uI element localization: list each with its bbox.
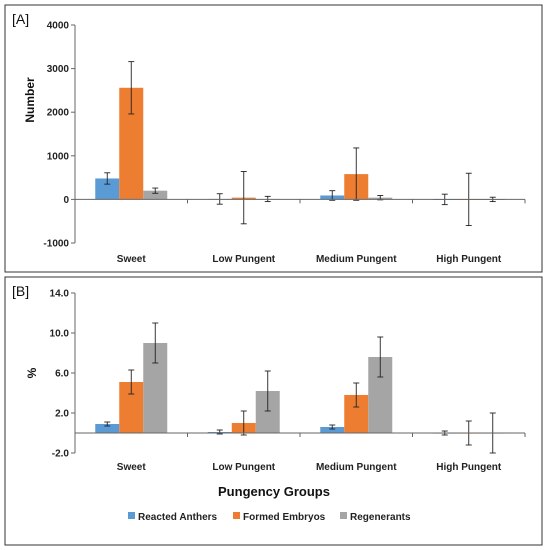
y-tick-label: 10.0 bbox=[50, 329, 70, 340]
x-category-label: Medium Pungent bbox=[316, 462, 397, 473]
panel-a-plot-area: -1000 0 1000 2000 3000 4000 Sweet Low Pungent Me… bbox=[43, 21, 526, 265]
y-tick-label: 4000 bbox=[47, 21, 70, 32]
legend: Reacted Anthers Formed Embryos Regenerants bbox=[128, 512, 411, 523]
x-category-label: Sweet bbox=[117, 462, 147, 473]
bar bbox=[95, 424, 120, 433]
y-tick-label: 2.0 bbox=[55, 409, 69, 420]
bar bbox=[320, 427, 345, 433]
panel-a-label: [A] bbox=[12, 11, 29, 27]
panel-b: [B] % -2.0 2.0 6.0 10.0 14.0 Sweet Low Pungent… bbox=[4, 276, 543, 546]
y-tick-label: 1000 bbox=[47, 151, 70, 162]
panel-a-y-axis-label: Number bbox=[23, 77, 37, 123]
legend-swatch bbox=[340, 512, 347, 519]
panel-b-label: [B] bbox=[12, 283, 29, 299]
x-category-label: Sweet bbox=[117, 254, 147, 265]
panel-b-x-axis-label: Pungency Groups bbox=[218, 484, 330, 499]
y-tick-label: -2.0 bbox=[52, 449, 70, 460]
x-category-label: Medium Pungent bbox=[316, 254, 397, 265]
x-category-label: Low Pungent bbox=[212, 462, 275, 473]
legend-entry: Reacted Anthers bbox=[138, 512, 218, 523]
bar bbox=[143, 190, 168, 200]
panel-a-frame bbox=[4, 4, 543, 273]
legend-swatch bbox=[128, 512, 135, 519]
y-tick-label: 3000 bbox=[47, 64, 70, 75]
x-category-label: Low Pungent bbox=[212, 254, 275, 265]
y-tick-label: -1000 bbox=[43, 239, 69, 250]
panel-a: [A] Number -1000 0 1000 2000 3000 4000 Sweet Lo… bbox=[4, 4, 543, 273]
panel-b-plot-area: -2.0 2.0 6.0 10.0 14.0 Sweet Low Pungent Medium… bbox=[50, 289, 526, 473]
bar bbox=[95, 178, 120, 200]
legend-entry: Regenerants bbox=[350, 512, 411, 523]
y-tick-label: 6.0 bbox=[55, 369, 69, 380]
x-category-label: High Pungent bbox=[436, 462, 502, 473]
x-category-label: High Pungent bbox=[436, 254, 502, 265]
panel-b-y-axis-label: % bbox=[25, 367, 39, 378]
y-tick-label: 0 bbox=[63, 195, 69, 206]
panel-b-frame bbox=[4, 276, 543, 546]
y-tick-label: 2000 bbox=[47, 108, 70, 119]
legend-swatch bbox=[233, 512, 240, 519]
y-tick-label: 14.0 bbox=[50, 289, 70, 300]
legend-entry: Formed Embryos bbox=[243, 512, 326, 523]
